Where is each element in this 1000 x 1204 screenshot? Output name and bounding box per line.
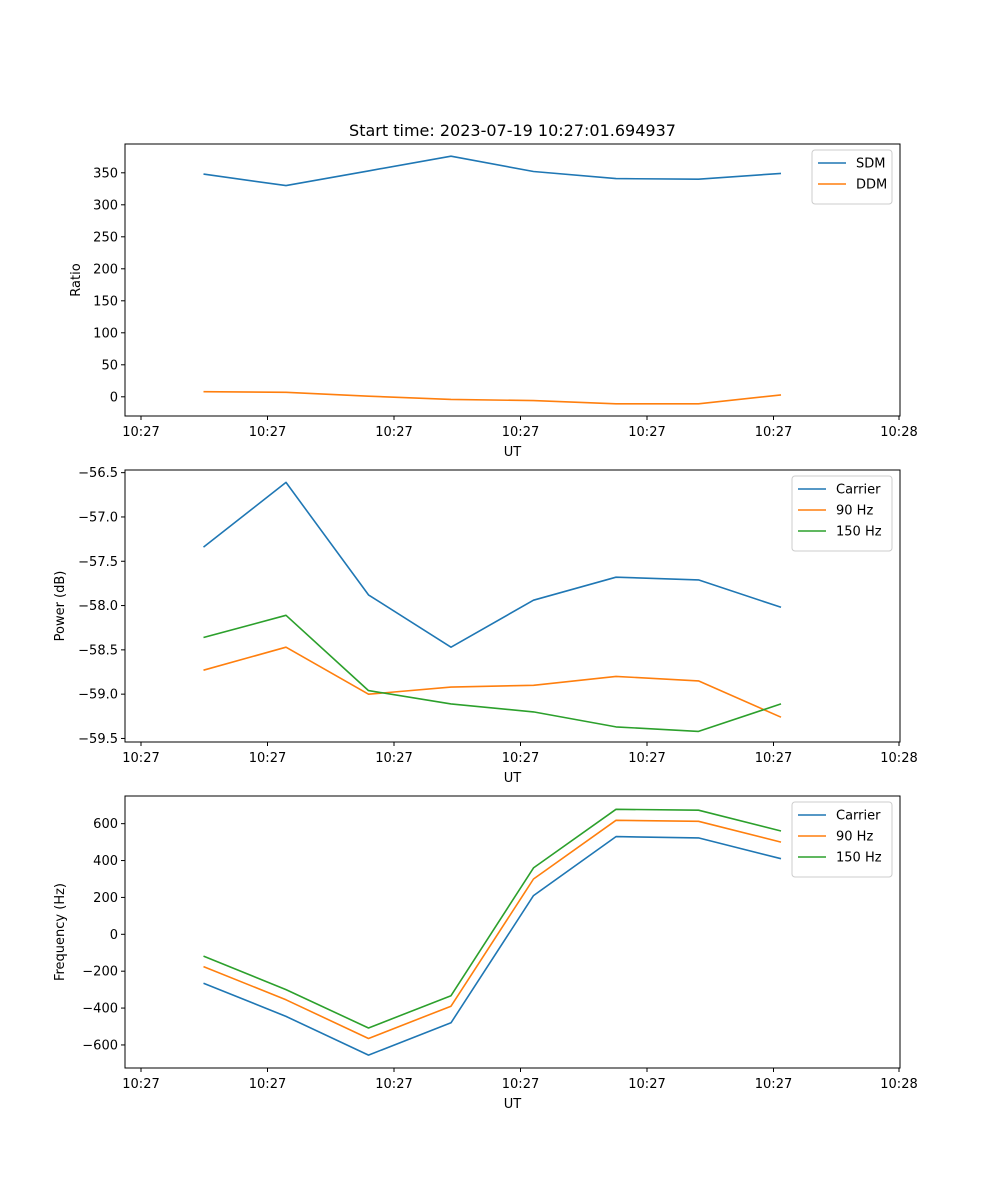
power-x-tick-label: 10:27	[249, 751, 286, 766]
ratio-x-tick-label: 10:28	[880, 425, 917, 440]
power-x-tick-label: 10:27	[502, 751, 539, 766]
frequency-x-tick-label: 10:27	[375, 1077, 412, 1092]
power-legend-label: 150 Hz	[836, 525, 882, 540]
power-series-carrier-line	[203, 481, 782, 649]
power-y-tick-label: −59.5	[78, 732, 118, 747]
ratio-series-ddm-line	[203, 390, 782, 405]
frequency-x-tick-label: 10:27	[249, 1077, 286, 1092]
frequency-x-tick-label: 10:27	[122, 1077, 159, 1092]
power-x-tick-label: 10:27	[375, 751, 412, 766]
power-legend	[791, 475, 893, 552]
frequency-legend-label: 90 Hz	[836, 830, 873, 845]
frequency-y-tick-label: −400	[82, 1002, 118, 1017]
frequency-series-carrier-line	[203, 835, 782, 1056]
ratio-x-tick-label: 10:27	[122, 425, 159, 440]
power-y-tick-label: −57.5	[78, 555, 118, 570]
ratio-y-tick-label: 350	[93, 166, 118, 181]
frequency-legend-label: 150 Hz	[836, 851, 882, 866]
frequency-axes-frame	[124, 795, 901, 1069]
power-y-axis-label: Power (dB)	[53, 571, 68, 642]
chart-title: Start time: 2023-07-19 10:27:01.694937	[349, 121, 676, 140]
ratio-x-tick-label: 10:27	[755, 425, 792, 440]
ratio-y-axis-label: Ratio	[69, 263, 84, 296]
frequency-panel: 10:27 10:27 10:27 10:27 10:27 10:27 10:28 600 40…	[53, 795, 918, 1112]
ratio-x-tick-label: 10:27	[249, 425, 286, 440]
power-series-150-hz-line	[203, 614, 782, 733]
ratio-y-tick-label: 150	[93, 294, 118, 309]
ratio-x-axis-label: UT	[504, 445, 522, 460]
frequency-legend-label: Carrier	[836, 809, 881, 824]
power-x-tick-label: 10:28	[880, 751, 917, 766]
frequency-series-90-hz-line	[203, 819, 782, 1040]
power-legend-label: 90 Hz	[836, 504, 873, 519]
power-axes-frame	[124, 469, 901, 743]
power-y-tick-label: −58.5	[78, 643, 118, 658]
power-x-tick-label: 10:27	[755, 751, 792, 766]
frequency-x-axis-label: UT	[504, 1097, 522, 1112]
ratio-y-tick-label: 0	[110, 390, 118, 405]
frequency-legend	[791, 801, 893, 878]
power-y-tick-label: −59.0	[78, 688, 118, 703]
power-y-tick-label: −58.0	[78, 599, 118, 614]
power-x-tick-label: 10:27	[122, 751, 159, 766]
ratio-series-sdm-line	[203, 155, 782, 187]
ratio-x-tick-label: 10:27	[628, 425, 665, 440]
frequency-x-tick-label: 10:27	[628, 1077, 665, 1092]
ratio-y-tick-label: 300	[93, 198, 118, 213]
frequency-y-tick-label: 600	[93, 817, 118, 832]
ratio-axes-frame	[124, 143, 901, 417]
frequency-x-tick-label: 10:27	[502, 1077, 539, 1092]
ratio-panel: 10:27 10:27 10:27 10:27 10:27 10:27 10:28 0 50 10…	[69, 143, 918, 460]
ratio-x-tick-label: 10:27	[375, 425, 412, 440]
frequency-x-tick-label: 10:28	[880, 1077, 917, 1092]
power-legend-label: Carrier	[836, 483, 881, 498]
ratio-legend-label: DDM	[856, 178, 887, 193]
frequency-x-tick-label: 10:27	[755, 1077, 792, 1092]
ratio-y-tick-label: 50	[101, 358, 118, 373]
ratio-y-tick-label: 250	[93, 230, 118, 245]
frequency-y-tick-label: −200	[82, 965, 118, 980]
frequency-y-tick-label: −600	[82, 1038, 118, 1053]
frequency-y-axis-label: Frequency (Hz)	[53, 883, 68, 981]
power-panel: 10:27 10:27 10:27 10:27 10:27 10:27 10:28 −56.5…	[53, 466, 918, 786]
ratio-legend-label: SDM	[856, 157, 885, 172]
frequency-y-tick-label: 0	[110, 928, 118, 943]
frequency-series-150-hz-line	[203, 808, 782, 1029]
power-y-tick-label: −56.5	[78, 466, 118, 481]
power-series-90-hz-line	[203, 646, 782, 718]
ratio-x-tick-label: 10:27	[502, 425, 539, 440]
power-x-axis-label: UT	[504, 771, 522, 786]
power-x-tick-label: 10:27	[628, 751, 665, 766]
frequency-y-tick-label: 400	[93, 854, 118, 869]
power-y-tick-label: −57.0	[78, 510, 118, 525]
ratio-y-tick-label: 200	[93, 262, 118, 277]
ratio-y-tick-label: 100	[93, 326, 118, 341]
frequency-y-tick-label: 200	[93, 891, 118, 906]
